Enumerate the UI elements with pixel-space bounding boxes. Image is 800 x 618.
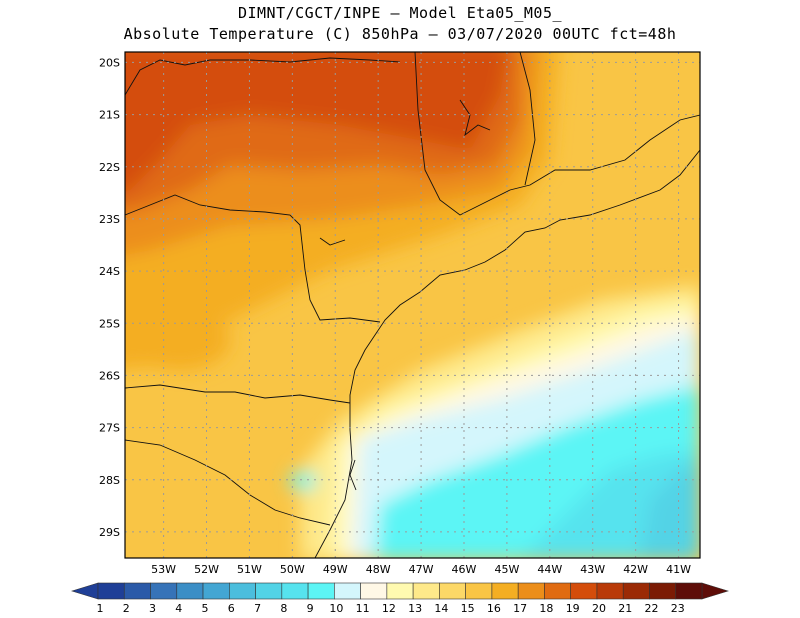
colorbar-tick-label: 20 [592,602,606,615]
colorbar-tick-label: 21 [618,602,632,615]
lat-tick-label: 25S [99,317,120,330]
colorbar-swatch [439,582,466,600]
colorbar-tick-label: 22 [644,602,658,615]
colorbar-swatch [150,582,178,600]
lon-tick-label: 52W [194,563,219,576]
colorbar-tick-label: 4 [175,602,182,615]
colorbar-low-arrow [70,582,99,600]
lon-tick-label: 46W [452,563,477,576]
lat-tick-label: 21S [99,109,120,122]
colorbar-tick-label: 14 [434,602,448,615]
lon-tick-label: 44W [537,563,562,576]
map-title-line-1: DIMNT/CGCT/INPE – Model Eta05_M05_ [237,4,563,22]
colorbar-tick-label: 18 [539,602,553,615]
colorbar-swatch [544,582,571,600]
colorbar-tick-label: 9 [307,602,314,615]
colorbar-tick-label: 16 [487,602,501,615]
colorbar-tick-label: 1 [97,602,104,615]
colorbar-swatch [281,582,309,600]
colorbar-swatch [229,582,256,600]
colorbar-tick-label: 17 [513,602,527,615]
lat-tick-label: 24S [99,265,120,278]
lon-tick-label: 53W [151,563,176,576]
colorbar-tick-label: 13 [408,602,422,615]
colorbar-tick-label: 8 [280,602,287,615]
colorbar-tick-label: 10 [329,602,343,615]
colorbar [70,582,730,600]
colorbar-labels: 1 2 3 4 5 6 7 8 9 10 11 12 13 14 15 16 17 18 19 20 21 22 23 [97,602,685,615]
lon-tick-label: 47W [409,563,434,576]
lat-tick-label: 29S [99,526,120,539]
colorbar-swatch [176,582,204,600]
colorbar-tick-label: 15 [461,602,475,615]
colorbar-swatch [255,582,283,600]
colorbar-tick-label: 3 [149,602,156,615]
colorbar-tick-label: 11 [356,602,370,615]
coastline-and-borders [125,52,700,558]
latitude-labels: 20S 21S 22S 23S 24S 25S 26S 27S 28S 29S [99,56,120,538]
longitude-labels: 53W 52W 51W 50W 49W 48W 47W 46W 45W 44W 43W 42W 41W [151,563,691,576]
lat-tick-label: 22S [99,161,120,174]
colorbar-tick-label: 2 [123,602,130,615]
colorbar-tick-label: 23 [671,602,685,615]
colorbar-swatch [412,582,440,600]
map-title-line-2: Absolute Temperature (C) 850hPa – 03/07/… [123,25,677,43]
colorbar-high-arrow [701,582,730,600]
lon-tick-label: 45W [494,563,519,576]
lon-tick-label: 51W [237,563,262,576]
lon-tick-label: 49W [323,563,348,576]
lat-tick-label: 26S [99,369,120,382]
colorbar-swatch [517,582,545,600]
colorbar-swatch [123,582,151,600]
lon-tick-label: 43W [580,563,605,576]
colorbar-swatch [465,582,493,600]
lon-tick-label: 41W [666,563,691,576]
colorbar-tick-label: 5 [202,602,209,615]
colorbar-tick-label: 19 [566,602,580,615]
colorbar-swatch [386,582,414,600]
lat-lon-grid [125,52,700,558]
colorbar-swatch [97,582,125,600]
lat-tick-label: 27S [99,422,120,435]
colorbar-swatch [334,582,361,600]
lat-tick-label: 20S [99,56,120,69]
colorbar-tick-label: 12 [382,602,396,615]
colorbar-tick-label: 6 [228,602,235,615]
colorbar-swatch [622,582,650,600]
colorbar-swatch [202,582,230,600]
lon-tick-label: 42W [623,563,648,576]
colorbar-swatch [675,582,703,600]
lat-tick-label: 28S [99,474,120,487]
colorbar-tick-label: 7 [254,602,261,615]
lon-tick-label: 50W [280,563,305,576]
colorbar-swatch [570,582,598,600]
colorbar-swatch [360,582,388,600]
map-frame [124,51,701,559]
lat-tick-label: 23S [99,213,120,226]
colorbar-swatch [491,582,519,600]
colorbar-swatch [596,582,624,600]
temperature-field [125,52,700,558]
lon-tick-label: 48W [366,563,391,576]
colorbar-swatch [649,582,677,600]
colorbar-swatch [307,582,335,600]
